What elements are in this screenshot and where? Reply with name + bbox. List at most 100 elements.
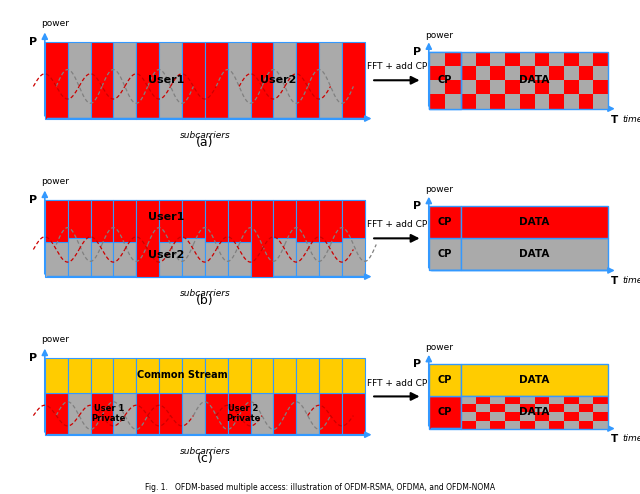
Bar [476, 420, 490, 428]
Text: power: power [42, 19, 70, 28]
Bar [113, 393, 136, 435]
Bar [579, 405, 593, 412]
Bar [520, 66, 534, 80]
Bar [593, 412, 608, 420]
Bar [476, 405, 490, 412]
Bar [250, 42, 273, 119]
Text: CP: CP [438, 217, 452, 227]
Bar [476, 52, 490, 66]
Bar [68, 200, 90, 277]
Bar [159, 358, 182, 393]
Text: T: T [611, 435, 618, 445]
Text: DATA: DATA [519, 249, 550, 259]
Bar [445, 80, 461, 94]
Bar [182, 42, 205, 119]
Bar [564, 412, 579, 420]
Text: DATA: DATA [519, 217, 550, 227]
Bar [476, 412, 490, 420]
Bar [273, 42, 296, 119]
Text: time: time [622, 435, 640, 444]
Text: User2: User2 [260, 75, 296, 85]
Bar [429, 396, 461, 428]
Bar [520, 94, 534, 109]
Bar [579, 420, 593, 428]
Bar [534, 396, 549, 405]
Bar [319, 358, 342, 393]
Bar [429, 238, 461, 271]
Bar [250, 358, 273, 393]
Bar [461, 206, 608, 238]
Bar [593, 405, 608, 412]
Bar [534, 405, 549, 412]
Bar [273, 200, 296, 239]
Text: User 2
Private: User 2 Private [226, 404, 260, 423]
Bar [429, 66, 445, 80]
Bar [534, 52, 549, 66]
Bar [429, 52, 445, 66]
Bar [182, 200, 205, 277]
Bar [549, 66, 564, 80]
Text: User2: User2 [148, 250, 184, 260]
Text: Fig. 1.   OFDM-based multiple access: illustration of OFDM-RSMA, OFDMA, and OFDM: Fig. 1. OFDM-based multiple access: illu… [145, 483, 495, 492]
Bar [445, 94, 461, 109]
Bar [505, 420, 520, 428]
Text: power: power [42, 177, 70, 186]
Bar [205, 200, 228, 242]
Bar [461, 396, 476, 405]
Text: power: power [426, 343, 454, 352]
Text: T: T [611, 115, 618, 124]
Bar [250, 200, 273, 277]
Bar [549, 52, 564, 66]
Bar [228, 393, 250, 435]
Bar [520, 405, 534, 412]
Text: (b): (b) [196, 294, 214, 307]
Bar [461, 412, 476, 420]
Bar [273, 393, 296, 435]
Bar [505, 94, 520, 109]
Bar [593, 420, 608, 428]
Bar [45, 200, 68, 277]
Bar [45, 358, 68, 393]
Text: power: power [42, 335, 70, 344]
Bar [505, 52, 520, 66]
Bar [520, 420, 534, 428]
Text: DATA: DATA [519, 75, 550, 85]
Bar [520, 412, 534, 420]
Bar [205, 200, 228, 277]
Bar [461, 52, 608, 109]
Bar [296, 393, 319, 435]
Bar [579, 396, 593, 405]
Bar [549, 396, 564, 405]
Bar [113, 42, 136, 119]
Text: T: T [611, 277, 618, 287]
Bar [564, 405, 579, 412]
Bar [505, 396, 520, 405]
Bar [159, 200, 182, 277]
Bar [429, 80, 445, 94]
Bar [319, 393, 342, 435]
Text: P: P [413, 47, 421, 57]
Bar [113, 200, 136, 242]
Bar [90, 393, 113, 435]
Bar [228, 200, 250, 242]
Text: DATA: DATA [519, 408, 550, 417]
Text: P: P [29, 353, 37, 363]
Bar [461, 238, 608, 271]
Bar [445, 52, 461, 66]
Text: P: P [29, 195, 37, 205]
Bar [579, 80, 593, 94]
Bar [520, 396, 534, 405]
Bar [159, 200, 182, 242]
Bar [461, 66, 476, 80]
Text: FFT + add CP: FFT + add CP [367, 220, 427, 229]
Text: CP: CP [438, 408, 452, 417]
Bar [429, 52, 461, 109]
Bar [342, 393, 365, 435]
Text: power: power [426, 185, 454, 194]
Bar [520, 52, 534, 66]
Bar [250, 200, 273, 277]
Bar [228, 200, 250, 277]
Bar [505, 66, 520, 80]
Bar [461, 405, 476, 412]
Bar [68, 200, 90, 239]
